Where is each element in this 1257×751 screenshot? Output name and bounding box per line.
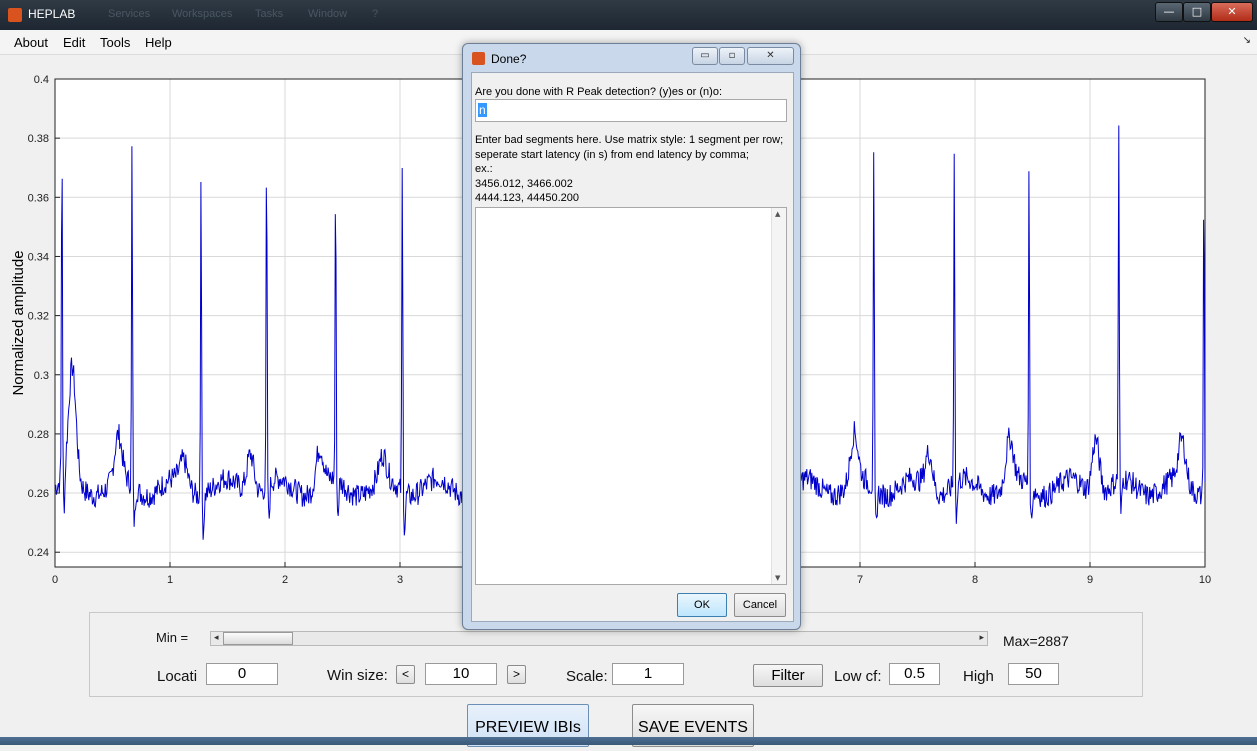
lowcf-label: Low cf:	[834, 668, 882, 685]
winsize-field[interactable]: 10	[425, 663, 497, 685]
y-tick-label: 0.36	[28, 192, 49, 204]
instructions-line-2: seperate start latency (in s) from end l…	[475, 149, 749, 161]
menu-tools[interactable]: Tools	[100, 35, 131, 50]
y-tick-label: 0.38	[28, 133, 49, 145]
bad-segments-textarea[interactable]: ▲ ▼	[475, 207, 787, 585]
instructions-line-1: Enter bad segments here. Use matrix styl…	[475, 134, 784, 146]
taskbar-strip	[0, 737, 1257, 745]
x-tick-label: 10	[1199, 574, 1211, 586]
slider-right-arrow-icon[interactable]: ▸	[979, 633, 984, 643]
y-tick-label: 0.28	[28, 429, 49, 441]
y-axis-label: Normalized amplitude	[10, 250, 27, 395]
ghost-menu-tasks: Tasks	[255, 8, 284, 20]
ghost-menu-help: ?	[372, 8, 379, 20]
instructions-line-3: ex.:	[475, 163, 493, 175]
winsize-increase-button[interactable]: >	[507, 665, 526, 684]
scale-label: Scale:	[566, 668, 608, 685]
dialog-body: Are you done with R Peak detection? (y)e…	[471, 72, 794, 622]
minimize-button[interactable]: —	[1155, 2, 1183, 22]
x-tick-label: 7	[857, 574, 863, 586]
dock-arrow-icon[interactable]: ↘	[1242, 35, 1251, 46]
segments-scrollbar[interactable]: ▲ ▼	[771, 208, 786, 584]
max-label: Max=2887	[1003, 633, 1069, 649]
location-label: Locati	[157, 668, 198, 685]
matlab-app-icon	[8, 8, 22, 22]
x-tick-label: 3	[397, 574, 403, 586]
dialog-title: Done?	[491, 52, 527, 66]
ghost-menu-services: Services	[108, 8, 151, 20]
answer-value: n	[478, 103, 487, 117]
y-tick-label: 0.26	[28, 488, 49, 500]
scroll-down-icon[interactable]: ▼	[775, 574, 781, 582]
x-tick-label: 8	[972, 574, 978, 586]
min-label: Min =	[156, 630, 189, 645]
x-tick-label: 9	[1087, 574, 1093, 586]
x-tick-label: 2	[282, 574, 288, 586]
menu-edit[interactable]: Edit	[63, 35, 86, 50]
dialog-close-button[interactable]: ✕	[747, 47, 794, 65]
dialog-maximize-button[interactable]: ▫	[719, 47, 745, 65]
scale-field[interactable]: 1	[612, 663, 684, 685]
matlab-dialog-icon	[472, 52, 485, 65]
y-tick-label: 0.24	[28, 547, 49, 559]
slider-thumb[interactable]	[223, 632, 293, 645]
high-label: High	[963, 668, 994, 685]
menu-help[interactable]: Help	[145, 35, 172, 50]
filter-button[interactable]: Filter	[753, 664, 823, 687]
winsize-label: Win size:	[327, 667, 388, 684]
slider-left-arrow-icon[interactable]: ◂	[214, 633, 219, 643]
done-dialog: Done? ▭ ▫ ✕ Are you done with R Peak det…	[462, 43, 801, 630]
y-tick-label: 0.32	[28, 311, 49, 323]
instructions-line-5: 4444.123, 44450.200	[475, 192, 579, 204]
winsize-decrease-button[interactable]: <	[396, 665, 415, 684]
scroll-up-icon[interactable]: ▲	[775, 210, 781, 218]
ok-button[interactable]: OK	[677, 593, 727, 617]
window-title: HEPLAB	[28, 7, 76, 21]
dialog-minimize-button[interactable]: ▭	[692, 47, 718, 65]
y-tick-label: 0.3	[34, 370, 49, 382]
y-tick-label: 0.34	[28, 251, 49, 263]
ghost-menu-workspaces: Workspaces	[172, 8, 233, 20]
position-slider[interactable]: ◂ ▸	[210, 631, 988, 646]
high-field[interactable]: 50	[1008, 663, 1059, 685]
instructions-line-4: 3456.012, 3466.002	[475, 178, 573, 190]
ghost-menu-window: Window	[308, 8, 348, 20]
x-tick-label: 1	[167, 574, 173, 586]
window-titlebar: HEPLAB Services Workspaces Tasks Window …	[0, 0, 1257, 30]
answer-input[interactable]: n	[475, 99, 787, 122]
cancel-button[interactable]: Cancel	[734, 593, 786, 617]
location-field[interactable]: 0	[206, 663, 278, 685]
maximize-button[interactable]: □	[1183, 2, 1211, 22]
close-button[interactable]: ✕	[1211, 2, 1253, 22]
menu-about[interactable]: About	[14, 35, 48, 50]
y-tick-label: 0.4	[34, 74, 49, 86]
lowcf-field[interactable]: 0.5	[889, 663, 940, 685]
x-tick-label: 0	[52, 574, 58, 586]
rpeak-prompt: Are you done with R Peak detection? (y)e…	[475, 86, 723, 98]
